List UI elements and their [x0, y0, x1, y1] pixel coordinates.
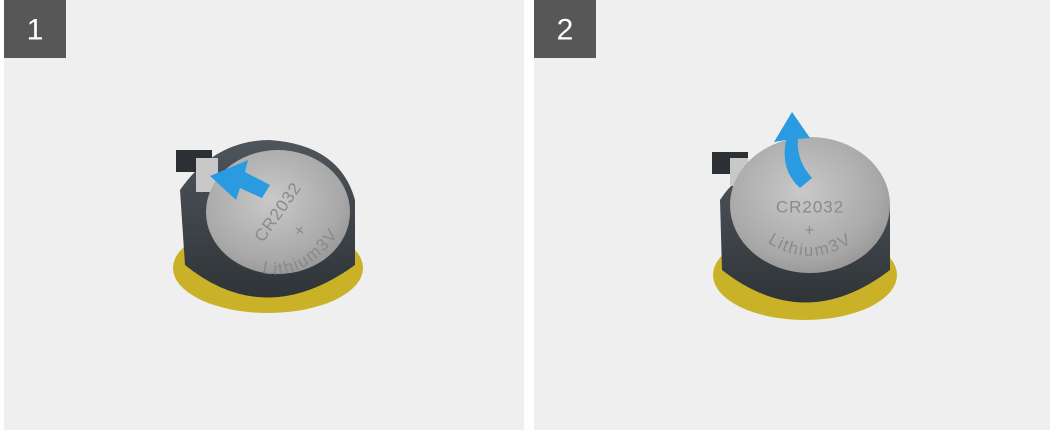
battery-model: CR2032	[776, 198, 844, 217]
battery-holder: CR2032 + Lithium3V	[173, 140, 363, 313]
panel: 1 CR2032 + Lithium3V	[4, 0, 524, 430]
battery-polarity: +	[805, 221, 816, 240]
panel: 2 CR2032 + Lithium3V	[534, 0, 1050, 430]
step-number: 2	[557, 14, 574, 47]
instruction-figure: 1 CR2032 + Lithium3V 2 CR2032 + Lithium3…	[0, 0, 1050, 434]
step-number: 1	[27, 14, 44, 47]
battery-holder: CR2032 + Lithium3V	[712, 137, 897, 320]
